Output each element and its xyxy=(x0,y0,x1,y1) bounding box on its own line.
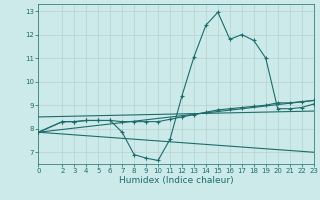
X-axis label: Humidex (Indice chaleur): Humidex (Indice chaleur) xyxy=(119,176,233,185)
